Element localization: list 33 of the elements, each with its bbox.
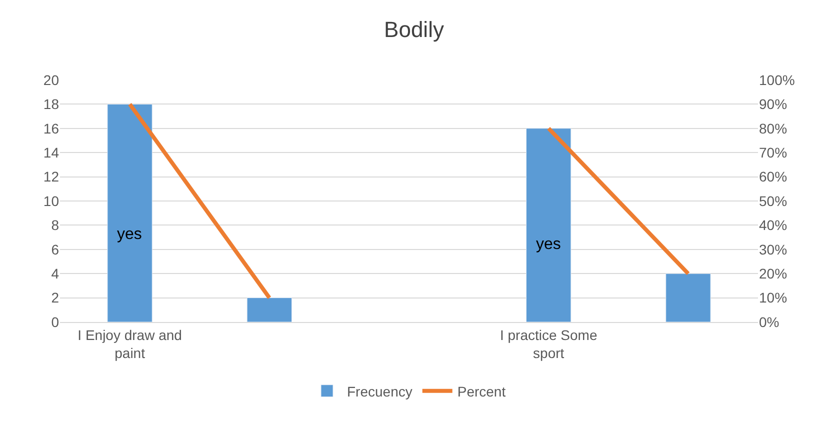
y-tick-label: 16 [43,120,60,136]
y-tick-label: 6 [51,241,60,258]
y2-tick-label: 90% [759,96,788,112]
y-tick-label: 0 [51,314,60,330]
y2-tick-label: 30% [759,241,788,258]
x-tick-label: I Enjoy draw and paint [78,326,182,361]
annotation: yes [536,236,561,253]
y-tick-label: 10 [43,192,60,209]
y2-tick-label: 20% [759,266,788,282]
y-tick-label: 18 [43,96,60,112]
y2-tick-label: 0% [759,314,780,330]
y2-tick-label: 10% [759,290,788,306]
bar [107,104,152,322]
y-tick-label: 14 [43,144,60,160]
y2-tick-label: 50% [759,192,788,209]
bar [666,273,711,322]
x-tick-label: I practice Some sport [500,326,598,361]
bar [526,128,572,322]
bar [246,298,292,322]
annotation: yes [117,226,142,243]
y-tick-label: 12 [43,168,60,185]
y-tick-label: 8 [51,217,60,234]
legend-label: Frecuency [347,383,412,400]
legend-label: Percent [457,383,506,400]
chart-title: Bodily [384,17,444,42]
y-tick-label: 4 [51,266,60,282]
y2-tick-label: 100% [759,72,795,88]
y2-tick-label: 80% [759,120,788,136]
y2-tick-label: 40% [759,217,788,234]
y2-tick-label: 70% [759,144,788,160]
y2-tick-label: 60% [759,168,788,185]
y-tick-label: 2 [51,290,60,306]
y-tick-label: 20 [43,72,60,88]
